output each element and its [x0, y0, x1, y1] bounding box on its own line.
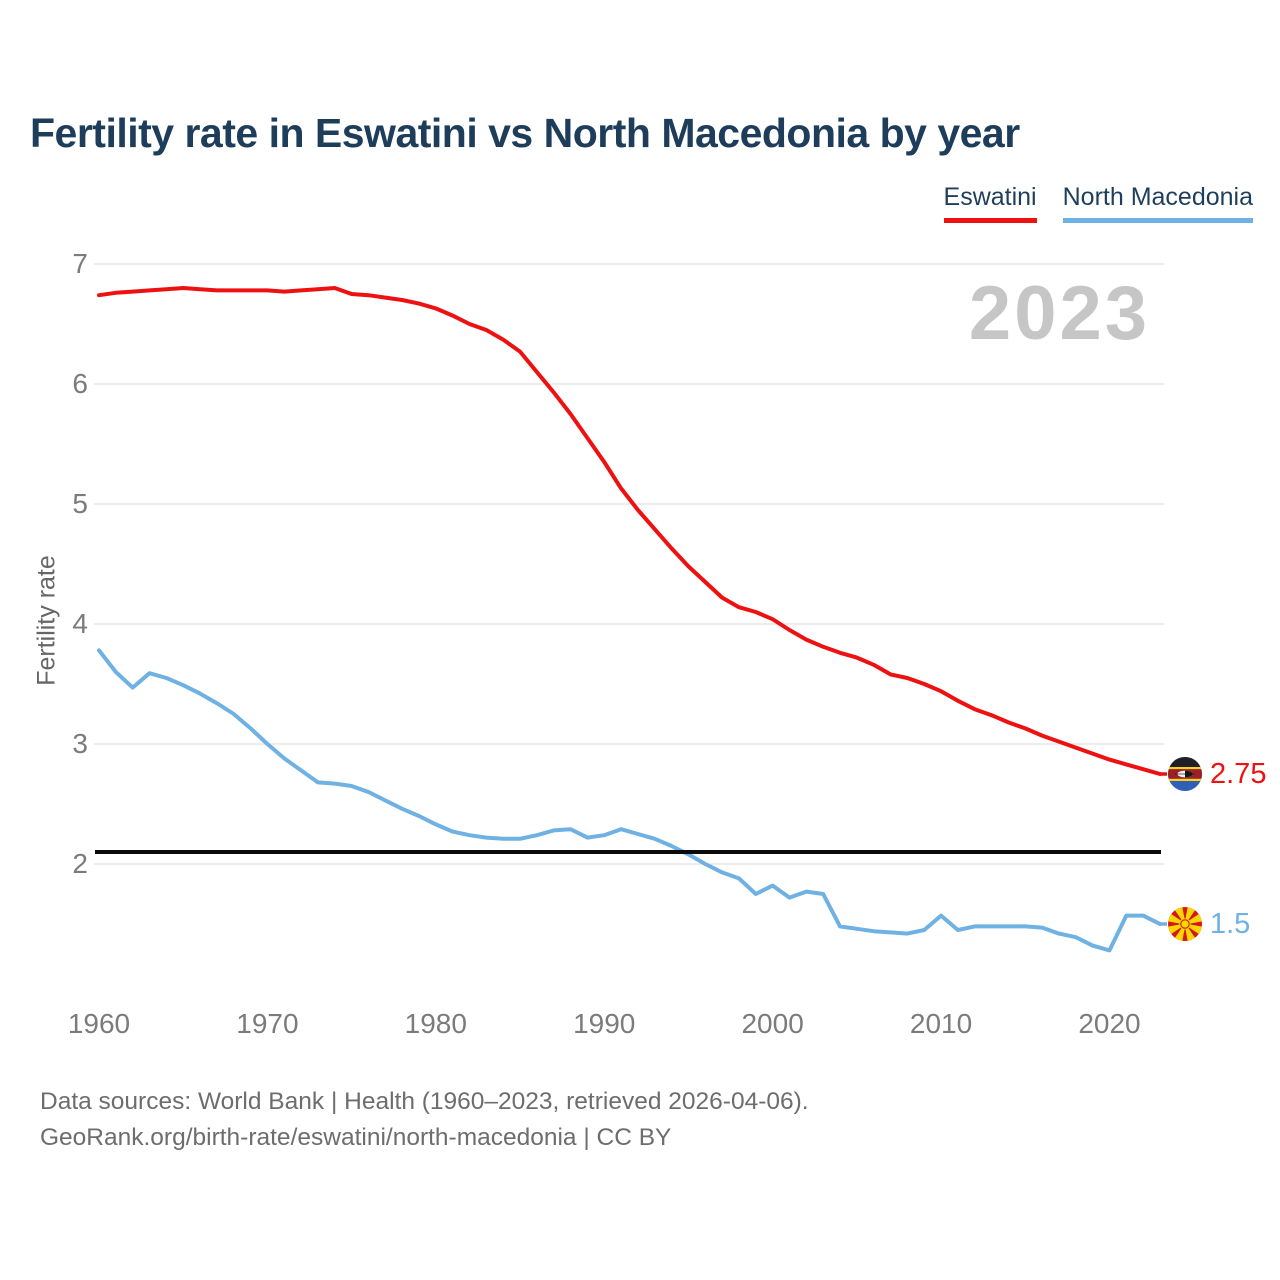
legend-item-north-macedonia[interactable]: North Macedonia: [1062, 183, 1253, 223]
sun-ray: [1168, 924, 1181, 935]
series-line-north-macedonia: [97, 648, 1162, 953]
legend-item-eswatini[interactable]: Eswatini: [943, 183, 1037, 223]
x-tick-label: 2020: [1078, 1008, 1141, 1039]
sun-ray: [1189, 924, 1202, 935]
y-tick-label: 3: [72, 728, 88, 759]
sun-ray: [1168, 913, 1181, 924]
sun-ray: [1185, 907, 1196, 920]
x-tick-label: 1970: [236, 1008, 299, 1039]
eswatini-flag-icon: [1168, 757, 1202, 791]
footer-source: Data sources: World Bank | Health (1960–…: [40, 1088, 809, 1115]
eswatini-end-value: 2.75: [1210, 758, 1267, 790]
legend: Eswatini North Macedonia: [943, 183, 1253, 223]
north-macedonia-flag-icon: [1168, 907, 1202, 941]
y-tick-label: 5: [72, 488, 88, 519]
sun-ray: [1185, 928, 1196, 941]
x-tick-label: 1960: [67, 1008, 131, 1039]
watermark-year: 2023: [968, 271, 1150, 356]
sun-ray: [1174, 907, 1185, 920]
gridlines: [94, 263, 1164, 865]
north-macedonia-end-value: 1.5: [1210, 908, 1251, 940]
x-tick-label: 2010: [909, 1008, 973, 1039]
x-tick-label: 1990: [573, 1008, 636, 1039]
y-tick-label: 7: [72, 248, 88, 279]
x-tick-label: 2000: [741, 1008, 804, 1039]
y-tick-label: 2: [72, 848, 88, 879]
x-tick-label: 1980: [404, 1008, 467, 1039]
series-lines: [97, 286, 1167, 953]
y-tick-label: 6: [72, 368, 88, 399]
sun-ray: [1174, 928, 1185, 941]
footer-attribution: GeoRank.org/birth-rate/eswatini/north-ma…: [40, 1124, 672, 1151]
y-tick-label: 4: [72, 608, 88, 639]
page-title: Fertility rate in Eswatini vs North Mace…: [30, 110, 1020, 156]
sun-ray: [1189, 913, 1202, 924]
series-line-eswatini: [97, 286, 1162, 776]
